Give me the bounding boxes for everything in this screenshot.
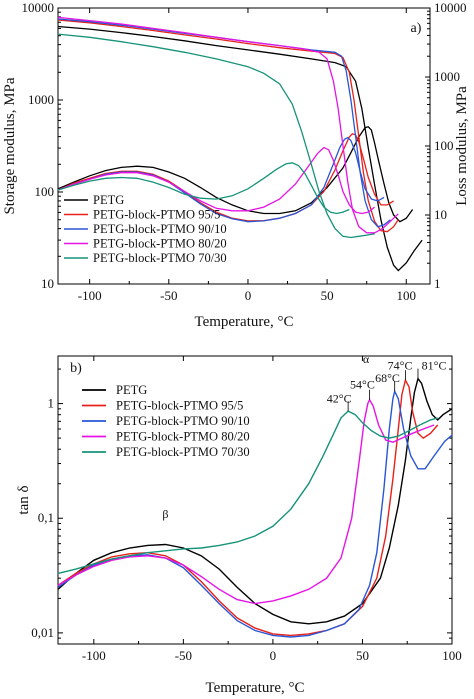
legend-label: PETG-block-PTMO 70/30: [93, 251, 227, 265]
legend-label: PETG-block-PTMO 70/30: [116, 445, 250, 459]
y-right-tick-label: 100: [434, 138, 454, 153]
tan-delta-line-3: [57, 389, 453, 638]
legend-label: PETG-block-PTMO 90/10: [93, 222, 227, 236]
storage-modulus-line-1: [57, 25, 423, 272]
y-left-tick-label: 1000: [28, 92, 54, 107]
x-tick-label: -100: [82, 648, 106, 663]
loss-modulus-line-3: [57, 136, 385, 223]
y-tick-label: 0,1: [38, 510, 54, 525]
panel-a-storage-loss-modulus: -100 -50 0 50 100 10 100 1000 10000 1 10 100 1000 100…: [2, 0, 470, 330]
y-left-axis-title: Storage modulus, MPa: [2, 77, 18, 214]
x-tick-label: 0: [270, 648, 277, 663]
y-tick-label: 1: [48, 396, 55, 411]
x-tick-label: 50: [321, 288, 334, 303]
x-tick-label: 100: [442, 648, 462, 663]
y-left-tick-label: 10: [41, 276, 54, 291]
panel-b-tan-delta: -100 -50 0 50 100 0,01 0,1 1 Temperature, °C tan …: [16, 352, 462, 696]
x-tick-label: 100: [397, 288, 417, 303]
panel-label: b): [70, 361, 82, 376]
annotation-label: 54°C: [350, 378, 375, 392]
legend-label: PETG-block-PTMO 95/5: [116, 399, 243, 413]
annotation-label: 74°C: [388, 359, 413, 373]
y-left-tick-label: 100: [35, 184, 55, 199]
y-right-tick-label: 10000: [434, 0, 467, 15]
x-tick-label: -50: [160, 288, 177, 303]
x-tick-label: -50: [175, 648, 192, 663]
y-right-tick-label: 1000: [434, 69, 460, 84]
storage-modulus-line-2: [57, 19, 399, 233]
legend-label: PETG-block-PTMO 80/20: [93, 237, 227, 251]
panel-label: a): [411, 21, 422, 36]
annotation-label: β: [162, 507, 168, 521]
x-tick-label: -100: [78, 288, 102, 303]
annotation-label: 42°C: [327, 392, 352, 406]
x-axis-title: Temperature, °C: [205, 680, 304, 696]
loss-modulus-line-1: [57, 126, 414, 223]
y-tick-label: 0,01: [31, 625, 54, 640]
x-axis-title: Temperature, °C: [194, 314, 293, 330]
annotation-label: 68°C: [375, 371, 400, 385]
y-right-tick-label: 10: [434, 207, 447, 222]
plot-frame: [57, 355, 453, 645]
legend-label: PETG: [93, 193, 124, 207]
y-right-tick-label: 1: [434, 276, 441, 291]
y-axis-title: tan δ: [16, 485, 32, 514]
annotation-label: α: [363, 352, 370, 366]
x-tick-label: 0: [245, 288, 252, 303]
loss-modulus-line-5: [57, 162, 350, 215]
y-left-tick-label: 10000: [22, 0, 55, 15]
x-tick-label: 50: [356, 648, 369, 663]
storage-modulus-line-3: [57, 18, 391, 228]
legend-label: PETG-block-PTMO 95/5: [93, 208, 220, 222]
tan-delta-line-4: [57, 398, 435, 605]
legend-label: PETG-block-PTMO 90/10: [116, 414, 250, 428]
tan-delta-line-5: [57, 410, 438, 575]
tan-delta-line-1: [57, 377, 453, 625]
annotation-label: 81°C: [422, 359, 447, 373]
storage-modulus-line-5: [57, 33, 375, 239]
y-right-axis-title: Loss modulus, MPa: [454, 86, 470, 206]
loss-modulus-line-4: [57, 146, 376, 215]
storage-modulus-line-4: [57, 16, 399, 234]
legend-label: PETG-block-PTMO 80/20: [116, 430, 250, 444]
legend-label: PETG: [116, 383, 147, 397]
